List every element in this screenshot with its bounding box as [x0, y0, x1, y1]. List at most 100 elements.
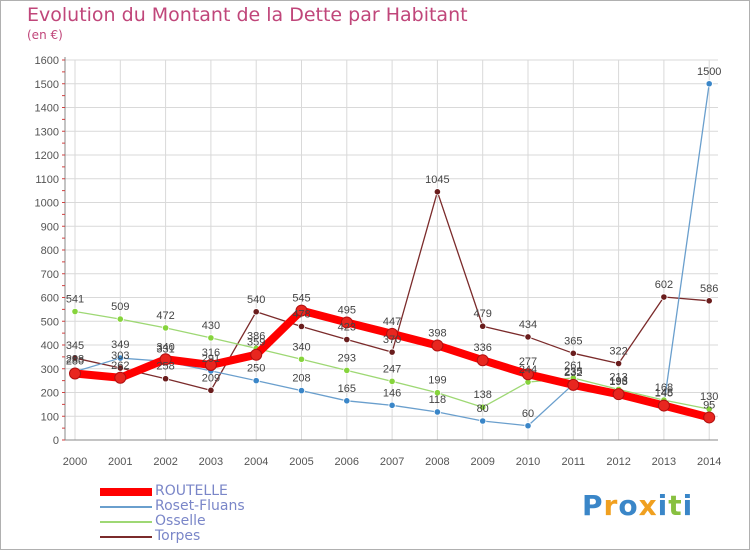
x-tick-label: 2001 — [108, 456, 132, 468]
data-point-routelle — [204, 358, 217, 371]
legend-swatch — [100, 536, 152, 538]
data-label: 349 — [111, 339, 129, 351]
data-point-osselle — [162, 324, 170, 332]
y-tick-label: 200 — [41, 388, 59, 400]
legend-swatch — [100, 488, 152, 496]
data-label: 370 — [383, 334, 401, 346]
data-label: 602 — [655, 279, 673, 291]
logo-letter: t — [668, 489, 683, 522]
x-tick-label: 2006 — [335, 456, 359, 468]
data-label: 208 — [292, 373, 310, 385]
data-point-torpes — [162, 375, 170, 383]
data-point-routelle — [567, 378, 580, 391]
data-label: 95 — [703, 399, 715, 411]
data-label: 586 — [700, 283, 718, 295]
data-label: 509 — [111, 301, 129, 313]
data-label: 250 — [247, 363, 265, 375]
logo-letter: i — [657, 489, 669, 522]
data-label: 472 — [156, 310, 174, 322]
y-tick-label: 700 — [41, 269, 59, 281]
data-point-roset-fluans — [116, 354, 124, 362]
x-tick-label: 2013 — [652, 456, 676, 468]
data-label: 199 — [428, 375, 446, 387]
legend-swatch — [100, 521, 152, 523]
data-label: 447 — [383, 316, 401, 328]
data-label: 262 — [111, 360, 129, 372]
data-label: 145 — [655, 388, 673, 400]
data-point-osselle — [433, 389, 441, 397]
data-label: 345 — [66, 340, 84, 352]
data-point-osselle — [479, 403, 487, 411]
data-label: 479 — [474, 308, 492, 320]
data-label: 213 — [609, 371, 627, 383]
data-label: 193 — [609, 376, 627, 388]
data-label: 280 — [66, 356, 84, 368]
data-point-routelle — [69, 367, 81, 380]
data-label: 340 — [156, 341, 174, 353]
data-point-routelle — [703, 411, 716, 424]
data-label: 331 — [156, 343, 174, 355]
data-label: 146 — [383, 387, 401, 399]
y-tick-label: 1000 — [35, 198, 59, 210]
data-label: 1045 — [425, 174, 449, 186]
x-tick-label: 2012 — [606, 456, 630, 468]
data-label: 434 — [519, 319, 537, 331]
data-label: 209 — [202, 372, 220, 384]
data-point-routelle — [522, 368, 534, 381]
data-label: 365 — [564, 335, 582, 347]
data-label: 293 — [338, 352, 356, 364]
data-point-routelle — [612, 388, 625, 401]
data-label: 386 — [247, 330, 265, 342]
data-label: 495 — [338, 304, 356, 316]
data-point-routelle — [476, 354, 489, 367]
data-point-roset-fluans — [297, 386, 306, 395]
data-label: 244 — [519, 364, 537, 376]
logo-letter: P — [582, 489, 604, 522]
data-point-routelle — [386, 327, 399, 340]
proxiti-logo: Proxiti — [582, 489, 693, 522]
data-label: 80 — [477, 403, 489, 415]
x-tick-label: 2007 — [380, 456, 404, 468]
data-point-torpes — [705, 297, 713, 305]
y-tick-label: 1200 — [35, 150, 59, 162]
logo-letter: i — [682, 489, 694, 522]
data-point-roset-fluans — [252, 377, 260, 385]
data-label: 130 — [700, 391, 718, 403]
data-label: 540 — [247, 294, 265, 306]
data-point-osselle — [116, 315, 124, 323]
data-label: 478 — [292, 308, 310, 320]
data-point-roset-fluans — [705, 80, 713, 88]
legend-item: Roset-Fluans — [100, 498, 340, 515]
x-tick-label: 2005 — [289, 456, 313, 468]
legend-label: Osselle — [155, 513, 206, 529]
x-tick-label: 2010 — [516, 456, 540, 468]
data-label: 235 — [564, 366, 582, 378]
data-label: 322 — [609, 346, 627, 358]
data-point-torpes — [71, 354, 79, 362]
data-label: 196 — [609, 375, 627, 387]
y-tick-label: 300 — [41, 364, 59, 376]
data-point-torpes — [116, 364, 124, 372]
x-tick-label: 2004 — [244, 456, 268, 468]
x-tick-label: 2009 — [470, 456, 494, 468]
y-tick-label: 600 — [41, 293, 59, 305]
y-tick-label: 0 — [53, 435, 59, 447]
data-point-roset-fluans — [479, 417, 487, 425]
data-point-routelle — [340, 316, 353, 329]
data-point-routelle — [295, 304, 308, 317]
y-tick-label: 1600 — [35, 55, 59, 67]
data-point-torpes — [207, 386, 215, 394]
data-point-routelle — [431, 339, 444, 352]
data-point-routelle — [114, 371, 127, 384]
y-tick-label: 1300 — [35, 126, 59, 138]
data-label: 118 — [429, 394, 447, 406]
data-label: 291 — [202, 353, 220, 365]
data-label: 430 — [202, 320, 220, 332]
data-label: 340 — [292, 341, 310, 353]
data-label: 541 — [66, 294, 84, 306]
data-label: 168 — [655, 382, 673, 394]
chart-title: Evolution du Montant de la Dette par Hab… — [27, 4, 468, 26]
y-tick-label: 400 — [41, 340, 59, 352]
data-label: 359 — [247, 337, 265, 349]
data-point-routelle — [159, 353, 172, 366]
